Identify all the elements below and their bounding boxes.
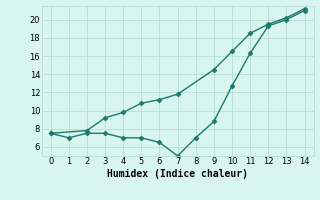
X-axis label: Humidex (Indice chaleur): Humidex (Indice chaleur): [107, 169, 248, 179]
